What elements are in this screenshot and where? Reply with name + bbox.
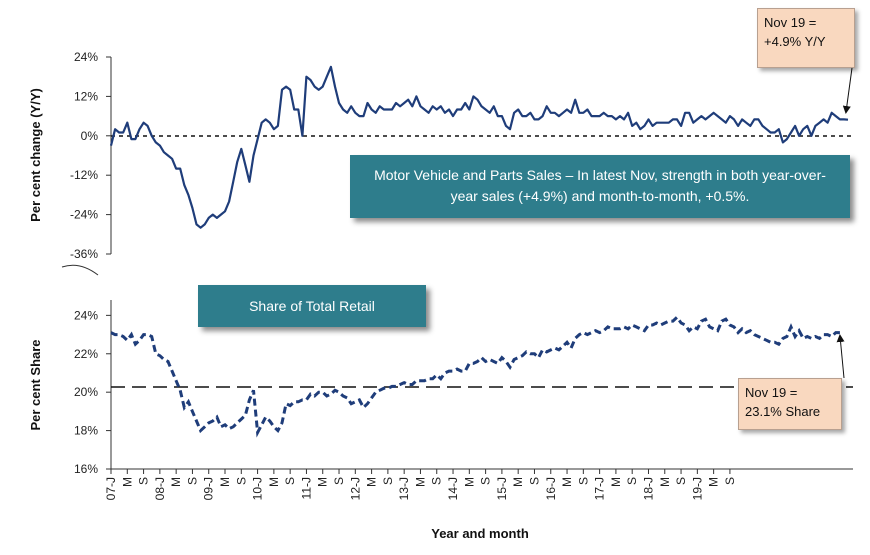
x-tick-label-21: 14-J: [446, 477, 460, 500]
x-tick-label-38: S: [723, 477, 737, 485]
x-tick-label-26: S: [527, 477, 541, 485]
bottom-y-axis-title: Per cent Share: [28, 339, 43, 430]
x-tick-label-13: M: [316, 477, 330, 487]
x-tick-label-9: 10-J: [251, 477, 265, 500]
top-panel-axes: [110, 57, 853, 254]
x-tick-label-14: S: [332, 477, 346, 485]
bottom-banner-text: Share of Total Retail: [249, 298, 375, 314]
bottom-y-tick-0: 24%: [74, 308, 98, 322]
x-tick-label-24: 15-J: [495, 477, 509, 500]
bottom-callout: Nov 19 = 23.1% Share: [738, 378, 842, 430]
retail-share-series-line: [110, 315, 840, 438]
x-tick-label-36: 19-J: [690, 477, 704, 500]
x-tick-label-18: 13-J: [397, 477, 411, 500]
x-tick-label-25: M: [511, 477, 525, 487]
x-tick-label-16: M: [365, 477, 379, 487]
top-callout-line2: +4.9% Y/Y: [764, 34, 826, 49]
yy-change-series-line: [109, 65, 849, 229]
x-tick-label-33: 18-J: [641, 477, 655, 500]
top-y-tick-5: -36%: [70, 247, 98, 261]
x-tick-label-7: M: [218, 477, 232, 487]
x-tick-label-37: M: [707, 477, 721, 487]
x-tick-label-2: S: [137, 477, 151, 485]
top-y-tick-0: 24%: [74, 50, 98, 64]
top-callout-line1: Nov 19 =: [764, 15, 817, 30]
x-tick-label-10: M: [267, 477, 281, 487]
x-tick-label-1: M: [120, 477, 134, 487]
x-tick-label-27: 16-J: [544, 477, 558, 500]
x-tick-label-11: S: [283, 477, 297, 485]
x-tick-label-19: M: [413, 477, 427, 487]
top-callout: Nov 19 = +4.9% Y/Y: [757, 8, 855, 68]
top-y-tick-2: 0%: [81, 129, 99, 143]
x-tick-label-30: 17-J: [593, 477, 607, 500]
bottom-y-tick-4: 16%: [74, 462, 98, 476]
x-tick-label-4: M: [169, 477, 183, 487]
top-banner-text: Motor Vehicle and Parts Sales – In lates…: [374, 167, 826, 204]
bottom-callout-line1: Nov 19 =: [745, 385, 798, 400]
top-y-axis-title: Per cent change (Y/Y): [28, 88, 43, 222]
bottom-banner: Share of Total Retail: [198, 285, 426, 327]
x-tick-label-0: 07-J: [104, 477, 118, 500]
x-tick-label-15: 12-J: [348, 477, 362, 500]
top-y-tick-4: -24%: [70, 208, 98, 222]
x-tick-label-34: M: [658, 477, 672, 487]
x-tick-label-3: 08-J: [153, 477, 167, 500]
bottom-callout-arrow: [836, 334, 845, 379]
x-tick-label-6: 09-J: [202, 477, 216, 500]
axis-break-marker: [61, 264, 99, 276]
x-tick-label-5: S: [185, 477, 199, 485]
bottom-y-tick-1: 22%: [74, 347, 98, 361]
x-tick-label-29: S: [576, 477, 590, 485]
x-tick-label-35: S: [674, 477, 688, 485]
bottom-y-tick-3: 18%: [74, 424, 98, 438]
bottom-y-tick-labels: 24% 22% 20% 18% 16%: [74, 308, 111, 476]
bottom-panel-axes: [110, 300, 853, 470]
x-tick-label-28: M: [560, 477, 574, 487]
x-tick-labels: 07-J M S 08-J M S 09-J M S 10-J M S 11-J M S 12-J M S 13-J…: [104, 469, 737, 500]
top-y-tick-labels: 24% 12% 0% -12% -24% -36%: [70, 50, 111, 261]
x-tick-label-22: M: [462, 477, 476, 487]
top-callout-arrow: [842, 67, 853, 114]
bottom-y-tick-2: 20%: [74, 385, 98, 399]
top-y-tick-1: 12%: [74, 89, 98, 103]
x-axis-title: Year and month: [431, 526, 529, 541]
top-y-tick-3: -12%: [70, 168, 98, 182]
bottom-callout-line2: 23.1% Share: [745, 404, 821, 419]
x-tick-label-23: S: [479, 477, 493, 485]
x-tick-label-31: M: [609, 477, 623, 487]
x-tick-label-8: S: [234, 477, 248, 485]
x-tick-label-12: 11-J: [299, 477, 313, 499]
x-tick-label-20: S: [430, 477, 444, 485]
x-tick-label-32: S: [625, 477, 639, 485]
top-banner: Motor Vehicle and Parts Sales – In lates…: [350, 155, 850, 218]
x-tick-label-17: S: [381, 477, 395, 485]
